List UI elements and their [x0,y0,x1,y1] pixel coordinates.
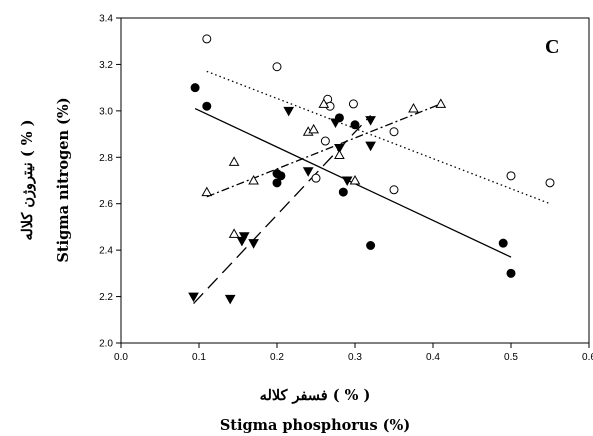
data-point-open-triangle-up [228,156,240,166]
data-point-filled-circle [350,120,360,130]
chart-labels: C نیتروژن کلاله ( % ) Stigma nitrogen (%… [19,36,559,434]
data-point-open-triangle-up [334,149,345,159]
data-point-filled-triangle-down [224,294,236,305]
data-point-open-circle [202,34,212,44]
data-point-filled-triangle-down [238,232,250,242]
axes: 0.0 0.1 0.2 0.3 0.4 0.5 0.6 2.0 2.2 2.4 2.6 2.8 3.0 3… [99,14,593,364]
data-point-open-triangle-up [408,103,419,113]
data-point-filled-triangle-down [334,144,345,154]
data-point-filled-circle [506,268,516,278]
data-point-open-triangle-up [308,123,320,134]
data-point-filled-circle [202,101,212,111]
y-tick-label: 2.8 [99,153,113,164]
data-point-open-triangle-up [201,186,213,197]
x-tick-label: 0.4 [426,352,440,363]
y-tick-label: 3.0 [99,106,113,117]
y-axis-label-en: Stigma nitrogen (%) [55,97,72,262]
y-tick-label: 2.0 [99,339,113,350]
data-point-filled-circle [272,178,282,188]
x-tick-label: 0.1 [192,352,206,363]
data-point-filled-circle [338,187,348,197]
data-point-open-circle [389,127,399,137]
x-tick-label: 0.0 [114,352,128,363]
fit-lines [193,70,551,304]
panel-label: C [545,36,559,58]
data-point-open-triangle-up [228,228,240,238]
data-point-filled-circle [366,241,376,250]
y-tick-label: 2.6 [99,199,113,210]
data-point-open-circle [348,99,358,109]
y-tick-label: 2.4 [99,246,113,257]
data-point-filled-triangle-down [330,118,341,128]
data-point-open-triangle-up [349,174,361,185]
data-point-filled-triangle-down [365,116,376,126]
y-tick-label: 2.2 [99,292,113,303]
x-axis-label-fa: فسفر کلاله ( % ) [260,387,371,404]
data-point-filled-circle [276,171,286,181]
data-point-filled-triangle-down [283,106,295,117]
data-points [188,34,555,305]
data-point-filled-circle [498,238,508,248]
data-point-open-circle [506,171,516,181]
x-tick-label: 0.2 [270,352,284,363]
data-point-filled-triangle-down [341,176,353,187]
x-axis-label-en: Stigma phosphorus (%) [220,417,410,434]
fit-line-dotted [206,70,551,205]
fit-line-dashed [193,115,372,304]
data-point-filled-triangle-down [302,167,314,177]
data-point-open-triangle-up [435,98,447,108]
data-point-filled-triangle-down [188,292,199,303]
data-point-filled-triangle-down [248,239,259,249]
data-point-open-circle [545,178,555,188]
y-tick-label: 3.2 [99,60,113,71]
x-tick-label: 0.6 [582,352,593,363]
data-point-open-circle [320,136,330,146]
data-point-filled-circle [190,83,200,93]
y-tick-label: 3.4 [99,14,113,25]
data-point-open-circle [389,185,399,195]
data-point-open-circle [272,62,282,72]
data-point-filled-triangle-down [365,141,376,152]
data-point-open-circle [311,173,321,183]
data-point-open-triangle-up [248,174,259,185]
y-axis-label-fa: نیتروژن کلاله ( % ) [19,120,36,241]
data-point-open-triangle-up [318,98,330,108]
x-tick-label: 0.3 [348,352,362,363]
x-tick-label: 0.5 [504,352,518,363]
fit-line-dash-dot [206,103,442,198]
